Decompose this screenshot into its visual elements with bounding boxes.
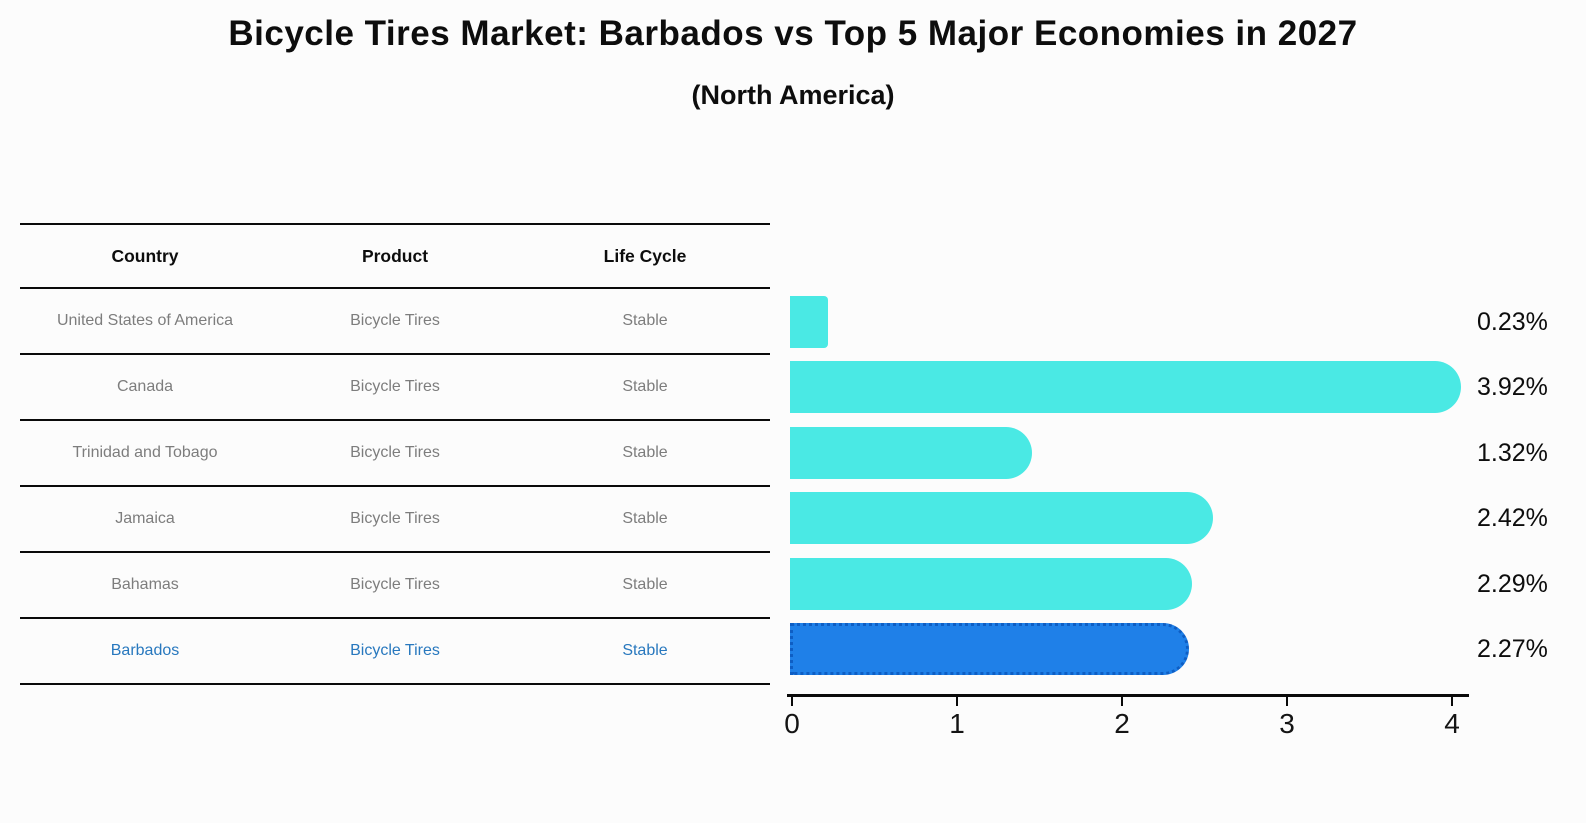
country-table: Country Product Life Cycle United States of… <box>20 223 770 685</box>
x-axis-tick <box>1120 694 1124 706</box>
table-cell-product: Bicycle Tires <box>350 378 440 395</box>
table-cell-country: Trinidad and Tobago <box>72 444 218 461</box>
table-cell-product: Bicycle Tires <box>350 642 440 659</box>
table-cell-country: Barbados <box>110 642 180 659</box>
chart-bar <box>790 492 1214 545</box>
table-cell-life-cycle: Stable <box>622 510 668 527</box>
x-axis-tick <box>1450 694 1454 706</box>
x-axis-tick <box>955 694 959 706</box>
chart-bar <box>790 426 1032 479</box>
table-row: Jamaica Bicycle Tires Stable <box>20 487 770 553</box>
table-cell-life-cycle: Stable <box>622 576 668 593</box>
chart-bar <box>790 296 828 348</box>
bar-value-label: 2.27% <box>1477 635 1548 663</box>
chart-bar <box>790 557 1192 610</box>
x-axis-line <box>787 694 1469 697</box>
x-axis-tick <box>1285 694 1289 706</box>
x-axis-tick-label: 2 <box>1114 708 1130 739</box>
table-cell-country: Jamaica <box>115 510 175 527</box>
bar-value-label: 3.92% <box>1477 373 1548 402</box>
table-cell-country: United States of America <box>56 312 234 329</box>
table-cell-life-cycle: Stable <box>622 378 668 395</box>
x-axis-tick-label: 0 <box>784 708 800 739</box>
table-row: Canada Bicycle Tires Stable <box>20 355 770 421</box>
x-axis-tick-label: 4 <box>1444 708 1460 739</box>
chart-title: Bicycle Tires Market: Barbados vs Top 5 … <box>228 14 1358 53</box>
table-cell-product: Bicycle Tires <box>350 444 440 461</box>
table-row: Barbados Bicycle Tires Stable <box>20 619 770 685</box>
chart-bar <box>790 361 1461 414</box>
bar-value-label: 0.23% <box>1477 308 1548 336</box>
bar-value-label: 1.32% <box>1477 438 1548 467</box>
table-cell-life-cycle: Stable <box>622 642 668 659</box>
x-axis-tick-label: 1 <box>949 708 965 739</box>
table-cell-product: Bicycle Tires <box>350 576 440 593</box>
table-row: Bahamas Bicycle Tires Stable <box>20 553 770 619</box>
bar-value-label: 2.29% <box>1477 569 1548 598</box>
chart-subtitle: (North America) <box>691 80 895 110</box>
table-header-cell-product: Product <box>361 245 429 266</box>
table-header-row: Country Product Life Cycle <box>20 223 770 289</box>
table-cell-life-cycle: Stable <box>622 444 668 461</box>
table-header-cell-life-cycle: Life Cycle <box>603 245 687 266</box>
table-cell-product: Bicycle Tires <box>350 510 440 527</box>
x-axis-tick <box>790 694 794 706</box>
table-header-cell-country: Country <box>111 245 179 266</box>
x-axis-tick-label: 3 <box>1279 708 1295 739</box>
bar-value-label: 2.42% <box>1477 504 1548 533</box>
table-cell-life-cycle: Stable <box>622 312 668 329</box>
table-cell-product: Bicycle Tires <box>350 312 440 329</box>
chart-bar <box>790 623 1189 675</box>
table-cell-country: Bahamas <box>111 576 179 593</box>
table-cell-country: Canada <box>116 378 174 395</box>
table-row: Trinidad and Tobago Bicycle Tires Stable <box>20 421 770 487</box>
table-row: United States of America Bicycle Tires Sta… <box>20 289 770 355</box>
